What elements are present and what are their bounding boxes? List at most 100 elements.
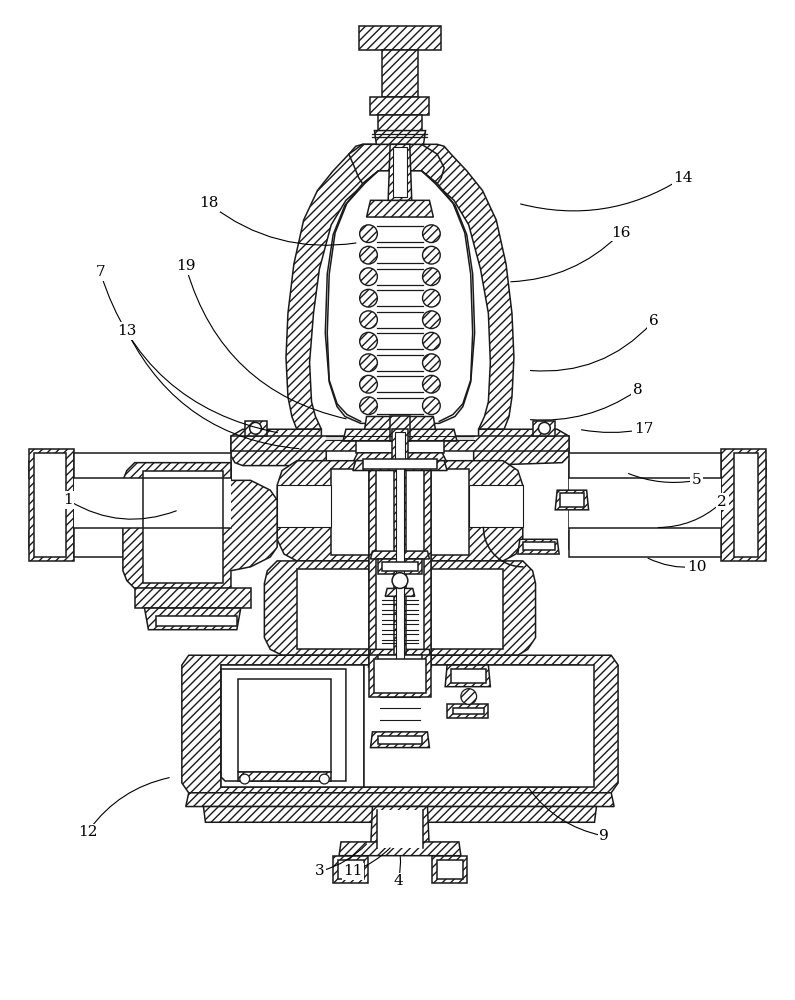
Text: 11: 11 — [343, 864, 363, 878]
Polygon shape — [221, 665, 579, 787]
Text: 16: 16 — [611, 226, 630, 240]
Polygon shape — [38, 478, 62, 528]
Circle shape — [538, 422, 550, 434]
Polygon shape — [157, 616, 237, 626]
Polygon shape — [353, 461, 447, 471]
Polygon shape — [359, 26, 441, 50]
Polygon shape — [221, 665, 363, 787]
Polygon shape — [392, 429, 408, 469]
Text: 6: 6 — [649, 314, 658, 328]
Polygon shape — [378, 559, 421, 574]
Polygon shape — [533, 421, 555, 436]
Polygon shape — [29, 461, 231, 478]
Circle shape — [423, 268, 440, 286]
Polygon shape — [326, 436, 474, 440]
Polygon shape — [332, 469, 469, 555]
Polygon shape — [34, 453, 66, 557]
Polygon shape — [370, 807, 429, 852]
Circle shape — [423, 246, 440, 264]
Polygon shape — [374, 131, 425, 144]
Circle shape — [359, 268, 378, 286]
Polygon shape — [265, 561, 536, 655]
Polygon shape — [569, 531, 766, 549]
Polygon shape — [231, 436, 569, 451]
Polygon shape — [325, 171, 475, 423]
Polygon shape — [354, 453, 446, 461]
Polygon shape — [394, 461, 406, 667]
Circle shape — [423, 354, 440, 372]
Polygon shape — [370, 551, 429, 559]
Polygon shape — [378, 736, 421, 744]
Polygon shape — [369, 649, 432, 667]
Circle shape — [423, 375, 440, 393]
Text: 4: 4 — [393, 874, 403, 888]
Circle shape — [359, 354, 378, 372]
Polygon shape — [245, 421, 267, 436]
Polygon shape — [182, 655, 618, 793]
Polygon shape — [74, 453, 231, 557]
Circle shape — [423, 289, 440, 307]
Polygon shape — [432, 856, 467, 883]
Polygon shape — [374, 659, 425, 693]
Polygon shape — [238, 679, 332, 772]
Polygon shape — [453, 708, 484, 714]
Circle shape — [359, 375, 378, 393]
Circle shape — [423, 311, 440, 329]
Polygon shape — [363, 459, 437, 469]
Polygon shape — [395, 432, 405, 466]
Polygon shape — [421, 144, 514, 429]
Polygon shape — [396, 464, 404, 664]
Polygon shape — [238, 772, 332, 781]
Polygon shape — [366, 200, 433, 217]
Polygon shape — [339, 842, 461, 856]
Polygon shape — [370, 732, 429, 748]
Circle shape — [359, 311, 378, 329]
Polygon shape — [286, 144, 378, 429]
Polygon shape — [474, 429, 569, 466]
Polygon shape — [349, 144, 444, 184]
Polygon shape — [378, 655, 421, 665]
Text: 13: 13 — [117, 324, 137, 338]
Polygon shape — [560, 493, 584, 507]
Polygon shape — [333, 856, 367, 883]
Text: 7: 7 — [95, 265, 105, 279]
Text: 19: 19 — [176, 259, 196, 273]
Polygon shape — [29, 531, 231, 549]
Polygon shape — [369, 655, 432, 697]
Polygon shape — [365, 416, 436, 429]
Polygon shape — [74, 478, 231, 528]
Text: 10: 10 — [687, 560, 707, 574]
Circle shape — [320, 774, 329, 784]
Polygon shape — [134, 588, 250, 608]
Polygon shape — [382, 562, 417, 571]
Polygon shape — [386, 588, 415, 596]
Polygon shape — [29, 449, 74, 561]
Text: 14: 14 — [673, 171, 692, 185]
Polygon shape — [204, 807, 596, 822]
Polygon shape — [569, 453, 721, 557]
Polygon shape — [142, 471, 223, 583]
Polygon shape — [363, 665, 595, 787]
Text: 5: 5 — [692, 473, 701, 487]
Polygon shape — [221, 669, 346, 781]
Polygon shape — [555, 490, 588, 510]
Polygon shape — [297, 569, 503, 649]
Polygon shape — [445, 665, 491, 687]
Polygon shape — [721, 449, 766, 561]
Polygon shape — [469, 485, 523, 527]
Polygon shape — [369, 469, 432, 660]
Circle shape — [423, 397, 440, 415]
Circle shape — [359, 397, 378, 415]
Text: 2: 2 — [717, 495, 727, 509]
Circle shape — [359, 332, 378, 350]
Circle shape — [359, 246, 378, 264]
Polygon shape — [736, 478, 755, 528]
Polygon shape — [343, 429, 457, 441]
Polygon shape — [338, 860, 363, 879]
Polygon shape — [145, 608, 241, 630]
Circle shape — [250, 422, 262, 434]
Polygon shape — [388, 144, 412, 200]
Polygon shape — [123, 463, 277, 588]
Circle shape — [423, 332, 440, 350]
Polygon shape — [451, 669, 487, 683]
